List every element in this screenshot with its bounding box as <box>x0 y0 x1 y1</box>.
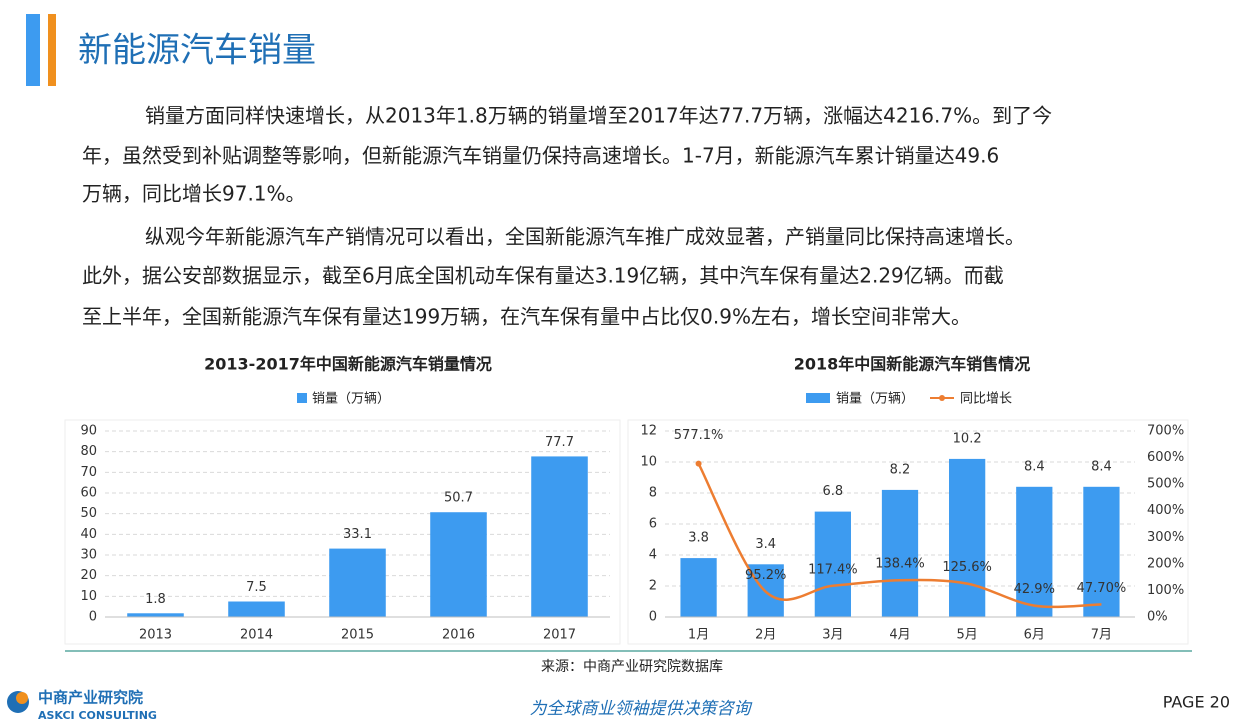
value-label: 1.8 <box>145 592 166 607</box>
paragraph-line: 纵观今年新能源汽车产销情况可以看出，全国新能源汽车推广成效显著，产销量同比保持高… <box>145 225 1025 249</box>
line-point <box>695 460 702 467</box>
value-label: 47.70% <box>1077 581 1127 596</box>
y2-tick-label: 300% <box>1147 530 1184 545</box>
x-tick-label: 2015 <box>341 628 374 643</box>
paragraph-line: 至上半年，全国新能源汽车保有量达199万辆，在汽车保有量中占比仅0.9%左右，增… <box>82 305 971 329</box>
bar <box>1083 486 1120 617</box>
line <box>697 463 1102 609</box>
value-label: 77.7 <box>545 435 574 450</box>
bar <box>127 613 184 617</box>
legend-swatch <box>806 393 830 403</box>
logo <box>7 691 29 713</box>
value-label: 10.2 <box>953 431 982 446</box>
paragraph-line: 年，虽然受到补贴调整等影响，但新能源汽车销量仍保持高速增长。1-7月，新能源汽车… <box>82 144 999 168</box>
legend-label: 销量（万辆） <box>312 392 390 407</box>
y-tick-label: 20 <box>80 568 97 583</box>
chart-frame <box>627 419 1189 645</box>
value-label: 95.2% <box>745 568 786 583</box>
logo-cn: 中商产业研究院 <box>38 689 143 707</box>
y2-tick-label: 700% <box>1147 424 1184 439</box>
value-label: 6.8 <box>823 484 844 499</box>
value-label: 50.7 <box>444 491 473 506</box>
y2-tick-label: 600% <box>1147 450 1184 465</box>
value-label: 3.8 <box>688 531 709 546</box>
x-tick-label: 7月 <box>1091 628 1112 643</box>
source: 来源：中商产业研究院数据库 <box>541 659 723 675</box>
y-tick-label: 40 <box>80 527 97 542</box>
bar <box>430 512 487 617</box>
bar <box>680 558 717 617</box>
paragraph-line: 销量方面同样快速增长，从2013年1.8万辆的销量增至2017年达77.7万辆，… <box>145 104 1052 128</box>
y-tick-label: 6 <box>649 517 657 532</box>
legend-swatch <box>939 395 945 401</box>
bar <box>1016 486 1053 617</box>
legend-label: 销量（万辆） <box>836 392 914 407</box>
value-label: 138.4% <box>875 557 925 572</box>
value-label: 117.4% <box>808 562 858 577</box>
value-label: 8.4 <box>1091 459 1112 474</box>
value-label: 3.4 <box>755 537 776 552</box>
value-label: 42.9% <box>1014 582 1055 597</box>
y-tick-label: 0 <box>89 610 97 625</box>
y-tick-label: 10 <box>640 455 657 470</box>
y-tick-label: 30 <box>80 548 97 563</box>
chart-title: 2018年中国新能源汽车销售情况 <box>794 355 1031 374</box>
y-tick-label: 70 <box>80 465 97 480</box>
y-tick-label: 2 <box>649 579 657 594</box>
bar <box>814 511 851 617</box>
x-tick-label: 3月 <box>822 628 843 643</box>
value-label: 8.4 <box>1024 459 1045 474</box>
value-label: 577.1% <box>674 428 724 443</box>
y-tick-label: 90 <box>80 424 97 439</box>
x-tick-label: 2016 <box>442 628 475 643</box>
chart-title: 2013-2017年中国新能源汽车销量情况 <box>204 355 492 374</box>
y-tick-label: 8 <box>649 486 657 501</box>
logo-icon <box>16 692 28 704</box>
bar <box>949 458 986 617</box>
body-text: 销量方面同样快速增长，从2013年1.8万辆的销量增至2017年达77.7万辆，… <box>82 104 1052 329</box>
y2-tick-label: 500% <box>1147 477 1184 492</box>
y-tick-label: 12 <box>640 424 657 439</box>
y-tick-label: 10 <box>80 589 97 604</box>
x-tick-label: 1月 <box>688 628 709 643</box>
logo-en: ASKCI CONSULTING <box>38 709 157 722</box>
bar <box>228 601 285 617</box>
y2-tick-label: 100% <box>1147 583 1184 598</box>
paragraph-line: 此外，据公安部数据显示，截至6月底全国机动车保有量达3.19亿辆，其中汽车保有量… <box>82 264 1004 288</box>
x-tick-label: 2013 <box>139 628 172 643</box>
x-tick-label: 5月 <box>957 628 978 643</box>
x-tick-label: 6月 <box>1024 628 1045 643</box>
value-label: 8.2 <box>890 462 911 477</box>
y-tick-label: 80 <box>80 444 97 459</box>
value-label: 125.6% <box>942 560 992 575</box>
page-title: 新能源汽车销量 <box>78 31 316 71</box>
paragraph-line: 万辆，同比增长97.1%。 <box>82 182 306 206</box>
bar <box>531 456 588 617</box>
x-tick-label: 2月 <box>755 628 776 643</box>
y-tick-label: 0 <box>649 610 657 625</box>
chart-frame <box>64 419 621 645</box>
legend-label: 同比增长 <box>960 392 1012 407</box>
value-label: 7.5 <box>246 580 267 595</box>
y2-tick-label: 0% <box>1147 610 1168 625</box>
x-tick-label: 4月 <box>889 628 910 643</box>
y-tick-label: 4 <box>649 548 657 563</box>
header-bar <box>26 14 40 86</box>
x-tick-label: 2014 <box>240 628 273 643</box>
legend-swatch <box>297 393 307 403</box>
bar <box>881 489 919 617</box>
bar <box>329 548 386 617</box>
header-accent <box>48 14 56 86</box>
y-tick-label: 60 <box>80 486 97 501</box>
y2-tick-label: 200% <box>1147 556 1184 571</box>
value-label: 33.1 <box>343 527 372 542</box>
y-tick-label: 50 <box>80 506 97 521</box>
page-number: PAGE 20 <box>1163 693 1230 712</box>
x-tick-label: 2017 <box>543 628 576 643</box>
y2-tick-label: 400% <box>1147 503 1184 518</box>
slogan: 为全球商业领袖提供决策咨询 <box>530 699 753 719</box>
